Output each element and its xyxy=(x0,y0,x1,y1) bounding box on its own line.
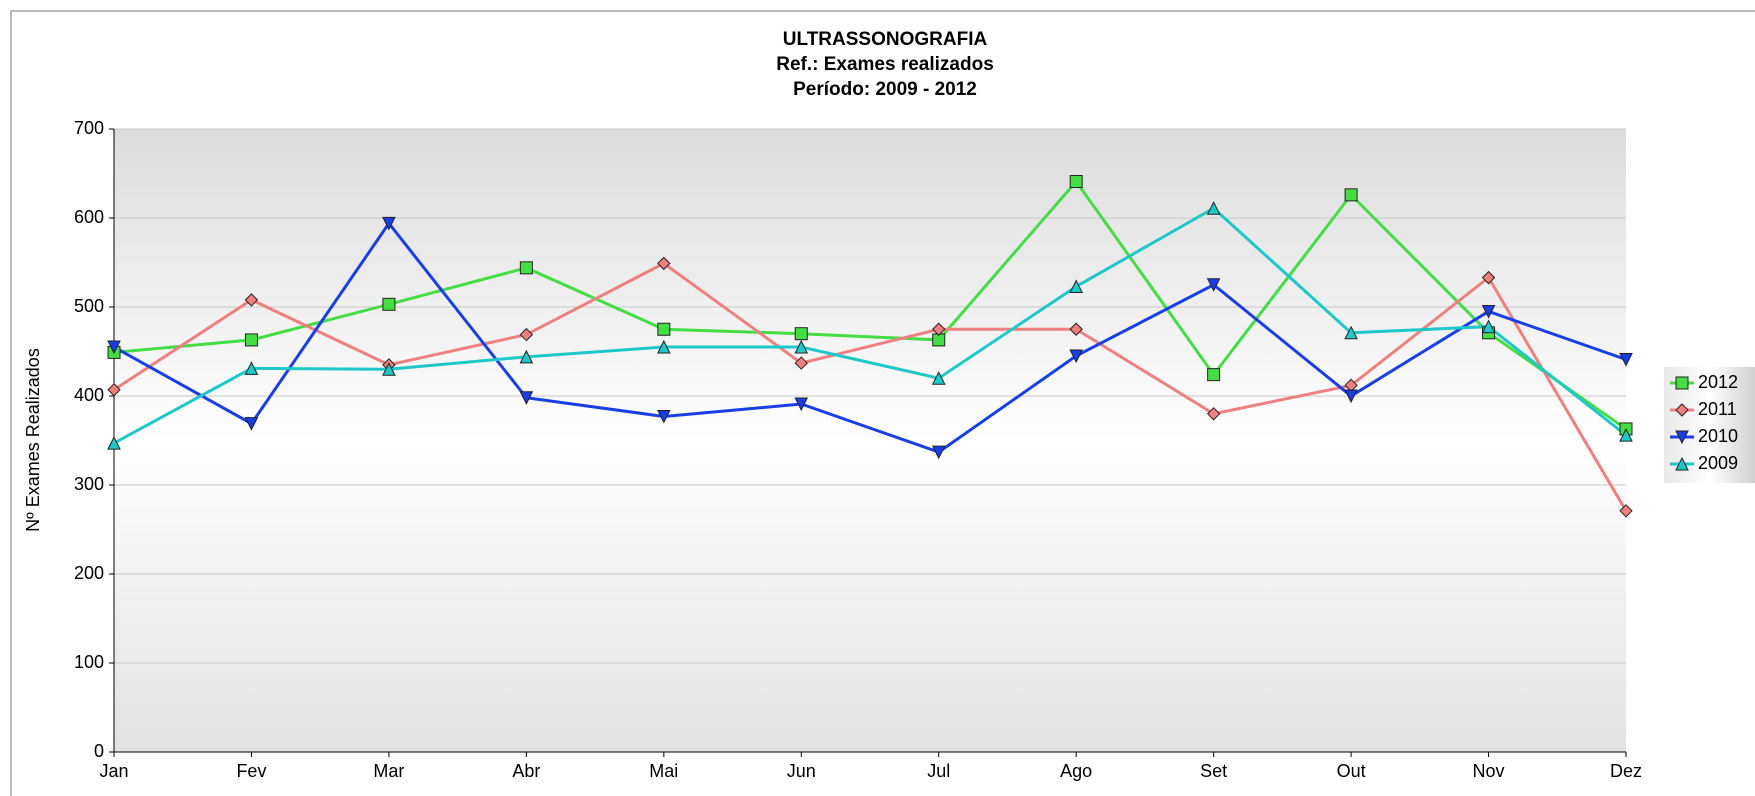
data-point xyxy=(932,322,946,336)
data-point xyxy=(794,356,808,370)
data-point xyxy=(1069,322,1083,336)
data-point xyxy=(244,293,259,307)
data-point xyxy=(1069,349,1083,364)
legend-label: 2010 xyxy=(1698,426,1738,446)
data-point xyxy=(657,256,671,271)
data-point xyxy=(382,216,396,231)
data-point xyxy=(107,383,121,397)
x-tick-label: Mar xyxy=(373,761,404,781)
data-point xyxy=(1481,319,1496,334)
y-tick-label: 700 xyxy=(74,118,104,138)
legend-marker xyxy=(1675,376,1689,390)
data-point xyxy=(244,361,259,375)
x-tick-label: Out xyxy=(1337,761,1366,781)
chart-subtitle: Ref.: Exames realizados xyxy=(776,54,994,75)
data-point xyxy=(1206,201,1221,215)
x-tick-label: Mai xyxy=(649,761,678,781)
y-tick-label: 300 xyxy=(74,474,104,494)
x-tick-label: Abr xyxy=(512,761,540,781)
data-point xyxy=(1344,188,1358,202)
y-tick-label: 600 xyxy=(74,207,104,227)
data-point xyxy=(931,371,946,385)
data-point xyxy=(519,327,534,342)
y-tick-label: 400 xyxy=(74,385,104,405)
legend-label: 2011 xyxy=(1698,399,1737,419)
chart-subtitle: Período: 2009 - 2012 xyxy=(793,79,977,100)
x-tick-label: Set xyxy=(1200,761,1227,781)
data-point xyxy=(1619,428,1633,442)
data-point xyxy=(1069,175,1083,189)
data-point xyxy=(244,333,258,347)
series-line xyxy=(113,220,1627,454)
x-tick-label: Dez xyxy=(1610,761,1642,781)
legend-marker xyxy=(1675,403,1689,417)
data-point xyxy=(794,397,809,412)
y-tick-label: 0 xyxy=(94,741,104,761)
data-point xyxy=(657,339,671,354)
data-point xyxy=(382,297,396,311)
x-tick-label: Jun xyxy=(787,761,816,781)
legend-label: 2009 xyxy=(1698,453,1738,473)
data-point xyxy=(794,327,808,341)
legend-marker xyxy=(1675,430,1689,445)
data-point xyxy=(794,339,809,354)
y-tick-label: 500 xyxy=(74,296,104,316)
data-point xyxy=(1481,270,1496,285)
x-tick-label: Jul xyxy=(927,761,950,781)
data-point xyxy=(1344,389,1358,404)
data-point xyxy=(931,445,946,460)
data-point xyxy=(382,362,396,376)
data-point xyxy=(244,417,259,431)
y-axis-label: Nº Exames Realizados xyxy=(23,348,43,532)
data-point xyxy=(107,340,121,355)
data-point xyxy=(1619,353,1633,367)
data-point xyxy=(1344,325,1358,340)
series-line xyxy=(113,261,1628,512)
data-point xyxy=(657,322,671,336)
x-tick-label: Jan xyxy=(99,761,128,781)
data-point xyxy=(519,391,534,405)
legend-marker xyxy=(1675,456,1689,471)
data-point xyxy=(1207,368,1221,382)
data-point xyxy=(107,436,121,450)
series-line xyxy=(113,206,1627,445)
x-tick-label: Fev xyxy=(236,761,266,781)
chart-title: ULTRASSONOGRAFIA xyxy=(783,29,988,50)
series-line xyxy=(113,179,1627,431)
data-point xyxy=(1206,407,1221,421)
chart-border xyxy=(10,10,1755,796)
data-point xyxy=(1619,504,1633,518)
data-point xyxy=(519,261,533,275)
x-tick-label: Nov xyxy=(1473,761,1505,781)
data-point xyxy=(1481,304,1496,319)
data-point xyxy=(657,409,671,424)
data-point xyxy=(1206,278,1221,292)
x-tick-label: Ago xyxy=(1060,761,1092,781)
y-tick-label: 200 xyxy=(74,563,104,583)
data-point xyxy=(1069,279,1083,294)
y-tick-label: 100 xyxy=(74,652,104,672)
legend-label: 2012 xyxy=(1698,372,1738,392)
data-point xyxy=(519,349,534,364)
plot-area xyxy=(114,129,1626,752)
